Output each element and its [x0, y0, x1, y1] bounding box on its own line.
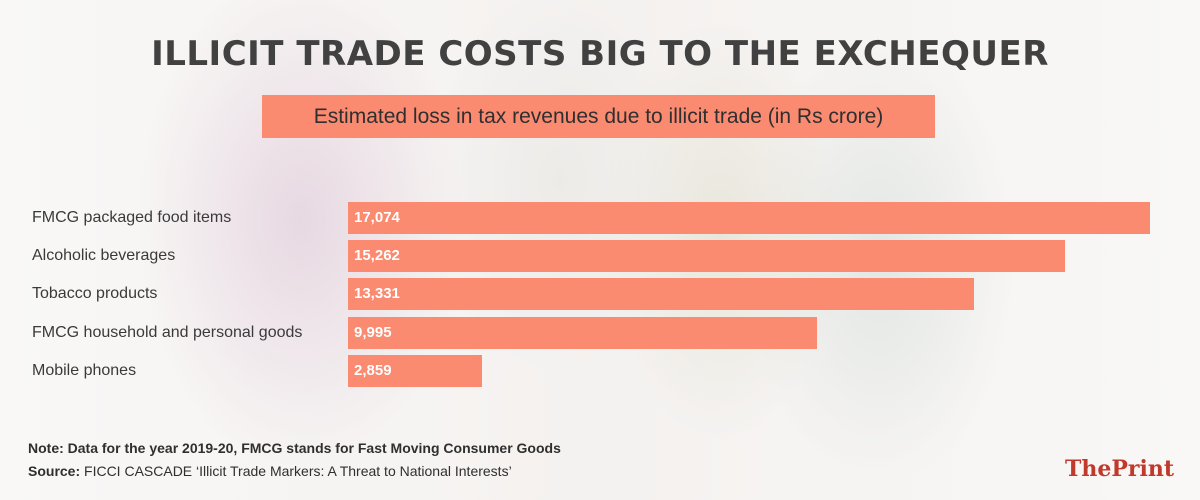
logo-print: Print	[1111, 456, 1174, 482]
source-line: Source: FICCI CASCADE ‘Illicit Trade Mar…	[28, 463, 512, 479]
bar-value-label: 17,074	[354, 209, 400, 226]
source-label: Source:	[28, 463, 81, 479]
bar	[348, 316, 817, 349]
logo-the: The	[1064, 456, 1112, 482]
theprint-logo: ThePrint	[1065, 456, 1174, 482]
source-text: FICCI CASCADE ‘Illicit Trade Markers: A …	[80, 463, 512, 479]
category-label: FMCG household and personal goods	[32, 323, 303, 341]
bar-value-label: 9,995	[354, 323, 392, 341]
chart-title: ILLICIT TRADE COSTS BIG TO THE EXCHEQUER	[151, 34, 1049, 74]
category-label: FMCG packaged food items	[32, 209, 232, 226]
bar-value-label: 2,859	[354, 361, 392, 379]
footnote: Note: Data for the year 2019-20, FMCG st…	[28, 440, 561, 456]
bar	[348, 278, 974, 311]
category-label: Alcoholic beverages	[32, 247, 176, 265]
chart-subtitle: Estimated loss in tax revenues due to il…	[262, 95, 935, 138]
bar	[348, 354, 482, 387]
bar-value-label: 15,262	[354, 247, 400, 265]
bar	[348, 240, 1065, 273]
bar	[348, 202, 1150, 234]
category-label: Tobacco products	[32, 285, 158, 303]
category-label: Mobile phones	[32, 361, 137, 379]
bar-value-label: 13,331	[354, 285, 400, 303]
